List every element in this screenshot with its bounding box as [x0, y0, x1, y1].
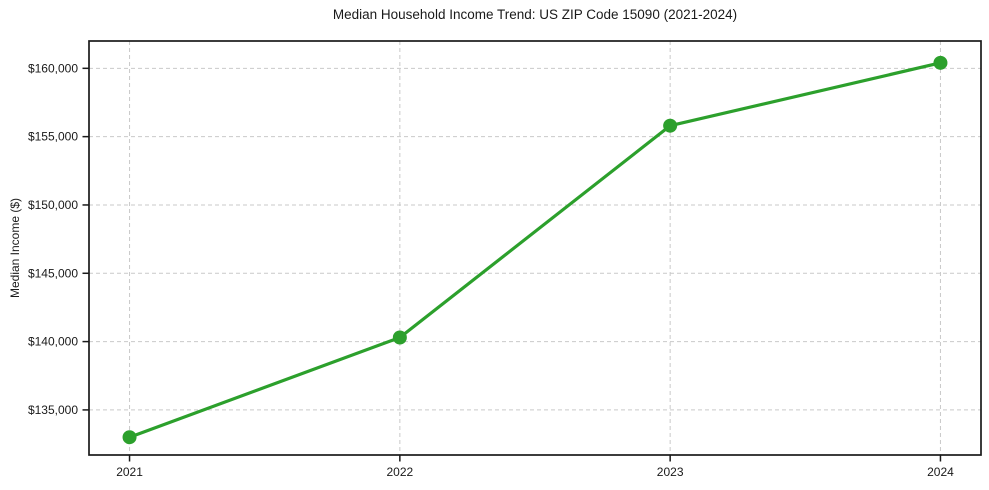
data-point-2022	[392, 330, 407, 345]
data-point-2023	[663, 118, 678, 133]
x-tick-label: 2024	[927, 465, 954, 479]
y-tick-label: $150,000	[28, 198, 78, 212]
plot-frame	[88, 40, 982, 456]
x-tick-label: 2022	[386, 465, 413, 479]
x-tick-label: 2021	[116, 465, 143, 479]
y-tick-label: $160,000	[28, 61, 78, 75]
trend-line	[127, 61, 943, 439]
data-point-2024	[933, 55, 948, 70]
chart-title: Median Household Income Trend: US ZIP Co…	[332, 7, 738, 22]
y-tick-label: $145,000	[28, 266, 78, 280]
data-point-2021	[122, 430, 137, 445]
y-tick-label: $155,000	[28, 130, 78, 144]
y-tick-label: $140,000	[28, 335, 78, 349]
x-tick-label: 2023	[657, 465, 684, 479]
y-tick-label: $135,000	[28, 403, 78, 417]
